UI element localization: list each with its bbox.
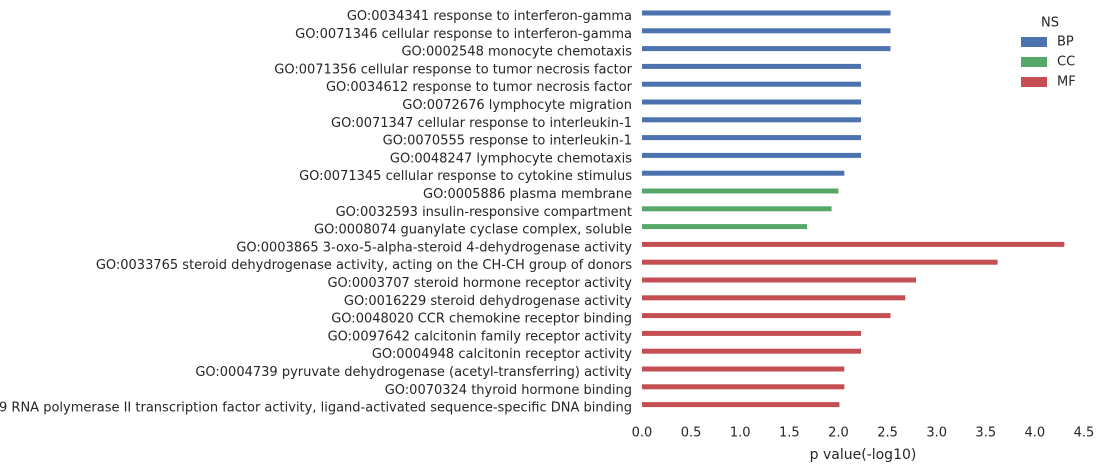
category-label: GO:0072676 lymphocyte migration <box>402 98 632 113</box>
bar <box>642 241 1065 247</box>
category-label: GO:0070324 thyroid hormone binding <box>385 383 632 398</box>
bar <box>642 384 845 390</box>
bar <box>642 10 891 16</box>
category-label: GO:0097642 calcitonin family receptor ac… <box>328 329 633 344</box>
category-label: GO:0071347 cellular response to interleu… <box>331 116 632 131</box>
bar <box>642 81 862 87</box>
category-label: GO:0032593 insulin-responsive compartmen… <box>336 205 632 220</box>
category-label: GO:0002548 monocyte chemotaxis <box>401 45 632 60</box>
x-tick-label: 0.5 <box>681 426 702 441</box>
bar <box>642 170 845 176</box>
bars-layer <box>642 10 1065 408</box>
bar <box>642 206 832 212</box>
category-label: GO:0034341 response to interferon-gamma <box>347 9 632 24</box>
category-label: GO:0003865 3-oxo-5-alpha-steroid 4-dehyd… <box>236 240 632 255</box>
bar <box>642 224 808 230</box>
bar <box>642 366 845 372</box>
bar <box>642 259 998 265</box>
category-label: GO:0071356 cellular response to tumor ne… <box>274 62 632 77</box>
category-label: GO:0034612 response to tumor necrosis fa… <box>326 80 633 95</box>
bar <box>642 63 862 69</box>
category-label: GO:0070555 response to interleukin-1 <box>383 134 632 149</box>
bar <box>642 28 891 34</box>
legend-swatch <box>1021 57 1047 67</box>
bar <box>642 188 839 194</box>
category-label: GO:0071346 cellular response to interfer… <box>295 27 632 42</box>
legend-swatch <box>1021 37 1047 47</box>
legend-title: NS <box>1041 16 1059 31</box>
bar <box>642 46 891 52</box>
category-label: GO:0003707 steroid hormone receptor acti… <box>327 276 632 291</box>
category-label: GO:0048020 CCR chemokine receptor bindin… <box>331 312 632 327</box>
category-label: GO:0005886 plasma membrane <box>423 187 632 202</box>
bar <box>642 348 862 354</box>
bar <box>642 295 906 301</box>
bar <box>642 135 862 141</box>
legend-entry-label: CC <box>1057 55 1075 70</box>
category-label: GO:0048247 lymphocyte chemotaxis <box>390 151 632 166</box>
x-axis-ticks: 0.0 0.5 1.0 1.5 2.0 2.5 3.0 3.5 4.0 4.5 <box>632 426 1095 441</box>
bar <box>642 277 917 283</box>
x-tick-label: 3.0 <box>926 426 947 441</box>
x-tick-label: 1.0 <box>730 426 751 441</box>
category-label: GO:0016229 steroid dehydrogenase activit… <box>344 294 632 309</box>
x-tick-label: 2.5 <box>877 426 898 441</box>
legend-entry-label: MF <box>1057 75 1076 90</box>
category-label: GO:0033765 steroid dehydrogenase activit… <box>96 258 632 273</box>
x-tick-label: 1.5 <box>779 426 800 441</box>
bar <box>642 117 862 123</box>
legend-swatch <box>1021 77 1047 87</box>
category-label: GO:0004879 RNA polymerase II transcripti… <box>0 401 632 416</box>
x-axis-label: p value(-log10) <box>810 447 917 463</box>
category-labels: GO:0034341 response to interferon-gamma G… <box>0 9 633 416</box>
category-label: GO:0071345 cellular response to cytokine… <box>299 169 632 184</box>
bar <box>642 99 862 105</box>
x-tick-label: 4.5 <box>1074 426 1095 441</box>
bar <box>642 313 891 319</box>
x-tick-label: 2.0 <box>828 426 849 441</box>
bar <box>642 152 862 158</box>
x-tick-label: 0.0 <box>632 426 653 441</box>
x-tick-label: 3.5 <box>975 426 996 441</box>
legend: NS BP CC MF <box>1021 16 1076 90</box>
bar <box>642 330 862 336</box>
category-label: GO:0004948 calcitonin receptor activity <box>372 347 632 362</box>
category-label: GO:0004739 pyruvate dehydrogenase (acety… <box>195 365 632 380</box>
legend-entry-label: BP <box>1057 35 1074 50</box>
category-label: GO:0008074 guanylate cyclase complex, so… <box>314 223 632 238</box>
bar <box>642 402 840 408</box>
x-tick-label: 4.0 <box>1025 426 1046 441</box>
